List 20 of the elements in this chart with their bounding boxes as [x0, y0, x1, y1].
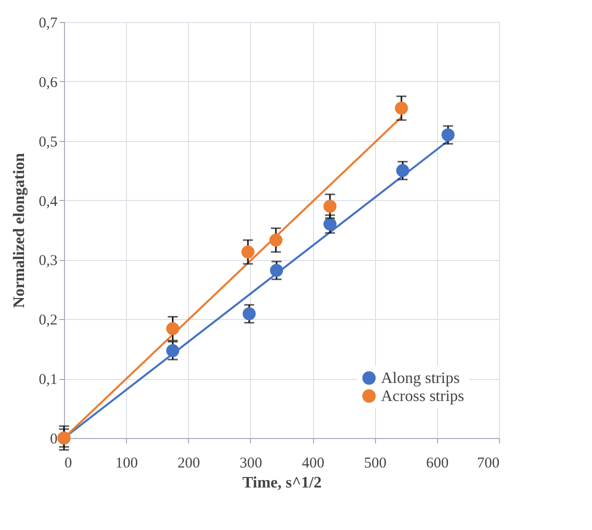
x-tick-label: 700 — [477, 456, 500, 472]
legend-label: Along strips — [381, 370, 460, 387]
x-tick-label: 300 — [240, 456, 262, 472]
y-tick-label: 0,4 — [38, 194, 58, 210]
y-tick-label: 0,3 — [38, 253, 58, 270]
x-axis-title: Time, s^1/2 — [242, 474, 322, 492]
y-tick-label: 0,7 — [38, 16, 58, 32]
x-tick-label: 500 — [364, 456, 386, 472]
x-tick-label: 100 — [115, 456, 138, 472]
x-tick-label: 200 — [178, 456, 200, 472]
y-tick-label: 0,2 — [38, 312, 58, 329]
x-tick-label: 0 — [64, 456, 72, 472]
legend-label: Across strips — [381, 388, 464, 405]
y-tick-label: 0,5 — [38, 134, 58, 150]
y-tick-label: 0,6 — [38, 74, 58, 91]
y-tick-label: 0,1 — [38, 372, 58, 388]
x-tick-label: 600 — [426, 456, 449, 472]
y-tick-label: 0 — [50, 432, 58, 448]
x-tick-label: 400 — [302, 456, 324, 472]
y-axis-title: Normalized elongation — [10, 152, 28, 308]
